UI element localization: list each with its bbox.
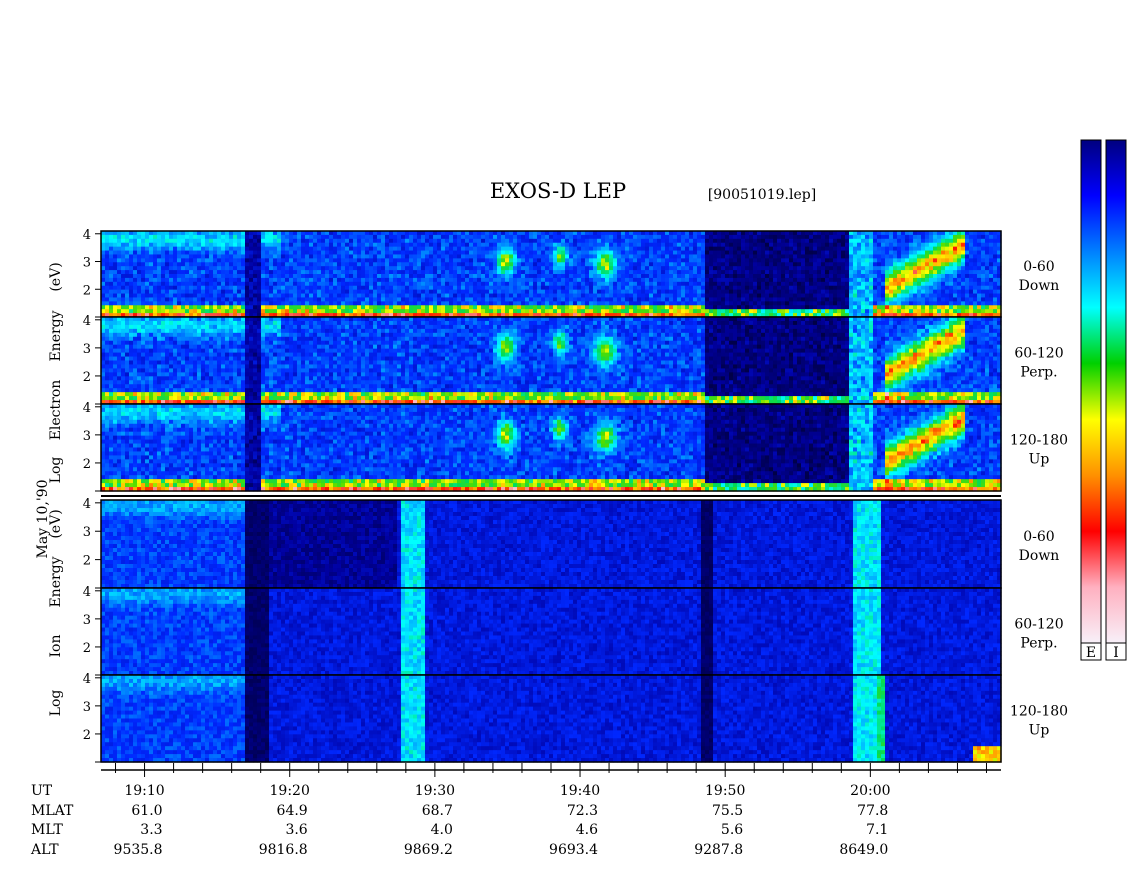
footer-mlat-value: 68.7 xyxy=(422,803,453,819)
colorbar-E: E xyxy=(1081,140,1101,661)
panel-pitch-range: 0-60 xyxy=(1023,529,1054,545)
footer-ut-value: 19:30 xyxy=(415,783,455,799)
y-tick-label: 3 xyxy=(83,700,91,715)
footer-row-label: MLAT xyxy=(31,803,74,819)
y-tick-label: 3 xyxy=(83,256,91,271)
footer-ut-value: 20:00 xyxy=(850,783,890,799)
footer-mlt-value: 4.0 xyxy=(431,822,453,838)
panel-direction: Down xyxy=(1019,548,1060,564)
footer-mlt-value: 3.3 xyxy=(140,822,162,838)
footer-alt-value: 9869.2 xyxy=(404,842,453,858)
panel-pitch-range: 60-120 xyxy=(1014,617,1063,633)
y-axis-label-ion-0: Log xyxy=(48,690,64,717)
y-axis-label-ion-2: Energy xyxy=(48,556,64,607)
chart-title: EXOS-D LEP xyxy=(490,179,626,203)
colorbar-I: I xyxy=(1106,140,1126,661)
spectrogram-panel-3 xyxy=(95,404,1002,492)
y-tick-label: 2 xyxy=(83,457,91,472)
y-tick-label: 2 xyxy=(83,728,91,743)
footer-mlt-value: 5.6 xyxy=(721,822,743,838)
footer-ut-value: 19:10 xyxy=(124,783,164,799)
y-tick-label: 2 xyxy=(83,641,91,656)
panel-pitch-range: 0-60 xyxy=(1023,259,1054,275)
footer-mlt-value: 4.6 xyxy=(576,822,598,838)
y-tick-label: 4 xyxy=(83,497,91,512)
panel-pitch-range: 60-120 xyxy=(1014,346,1063,362)
footer-alt-value: 9535.8 xyxy=(114,842,163,858)
panel-direction: Perp. xyxy=(1020,636,1057,652)
footer-alt-value: 9287.8 xyxy=(694,842,743,858)
footer-row-label: UT xyxy=(31,783,53,799)
footer-mlat-value: 77.8 xyxy=(857,803,888,819)
y-tick-label: 3 xyxy=(83,613,91,628)
footer-ut-value: 19:20 xyxy=(270,783,310,799)
footer-row-label: ALT xyxy=(30,842,59,858)
y-tick-label: 4 xyxy=(83,672,91,687)
y-tick-label: 3 xyxy=(83,342,91,357)
footer-mlat-value: 72.3 xyxy=(567,803,598,819)
panel-direction: Down xyxy=(1019,278,1060,294)
y-axis-label-electron-1: Electron xyxy=(48,380,64,441)
spectrogram-panel-6 xyxy=(95,675,1002,763)
spectrogram-panels xyxy=(95,231,1002,763)
footer-mlat-value: 64.9 xyxy=(277,803,308,819)
footer-alt-value: 9693.4 xyxy=(549,842,598,858)
time-axis xyxy=(101,763,1001,777)
footer-ut-value: 19:40 xyxy=(560,783,600,799)
panel-pitch-labels: 0-60 Down 60-120 Perp. 120-180 Up 0-60 Down 60-1… xyxy=(1010,259,1068,739)
footer-alt-value: 9816.8 xyxy=(259,842,308,858)
y-axis-labels: 2 3 4 2 3 4 2 3 4 2 3 4 2 3 4 2 3 4 Log Electron Energy (eV) L… xyxy=(48,228,91,743)
footer-ut-value: 19:50 xyxy=(705,783,745,799)
spectrogram-panel-2 xyxy=(95,317,1002,405)
y-tick-label: 3 xyxy=(83,429,91,444)
y-axis-label-ion-3: (eV) xyxy=(48,509,64,538)
panel-direction: Perp. xyxy=(1020,365,1057,381)
footer-mlat-value: 61.0 xyxy=(131,803,162,819)
panel-direction: Up xyxy=(1029,452,1050,468)
footer-mlt-value: 7.1 xyxy=(866,822,888,838)
y-tick-label: 2 xyxy=(83,370,91,385)
y-tick-label: 4 xyxy=(83,401,91,416)
orbit-footer-table: UT MLAT MLT ALT 19:10 61.0 3.3 9535.8 19:20 64.9 3… xyxy=(30,783,891,858)
y-tick-label: 2 xyxy=(83,283,91,298)
y-tick-label: 4 xyxy=(83,585,91,600)
footer-alt-value: 8649.0 xyxy=(839,842,888,858)
colorbar-label: I xyxy=(1113,645,1119,661)
y-axis-label-electron-0: Log xyxy=(48,457,64,484)
y-axis-label-electron-2: Energy xyxy=(48,310,64,361)
spectrogram-panel-5 xyxy=(95,588,1002,676)
footer-mlt-value: 3.6 xyxy=(285,822,307,838)
y-tick-label: 3 xyxy=(83,525,91,540)
y-tick-label: 2 xyxy=(83,554,91,569)
panel-direction: Up xyxy=(1029,723,1050,739)
panel-pitch-range: 120-180 xyxy=(1010,704,1068,720)
spectrogram-panel-1 xyxy=(95,231,1002,318)
colorbar-label: E xyxy=(1086,645,1096,661)
y-axis-label-electron-3: (eV) xyxy=(48,262,64,291)
y-tick-label: 4 xyxy=(83,314,91,329)
spectrogram-panel-4 xyxy=(95,500,1002,589)
chart-subtitle-filename: [90051019.lep] xyxy=(708,187,816,203)
y-tick-label: 4 xyxy=(83,228,91,243)
footer-mlat-value: 75.5 xyxy=(712,803,743,819)
y-axis-label-ion-1: Ion xyxy=(48,635,64,658)
footer-row-label: MLT xyxy=(31,822,63,838)
panel-pitch-range: 120-180 xyxy=(1010,433,1068,449)
